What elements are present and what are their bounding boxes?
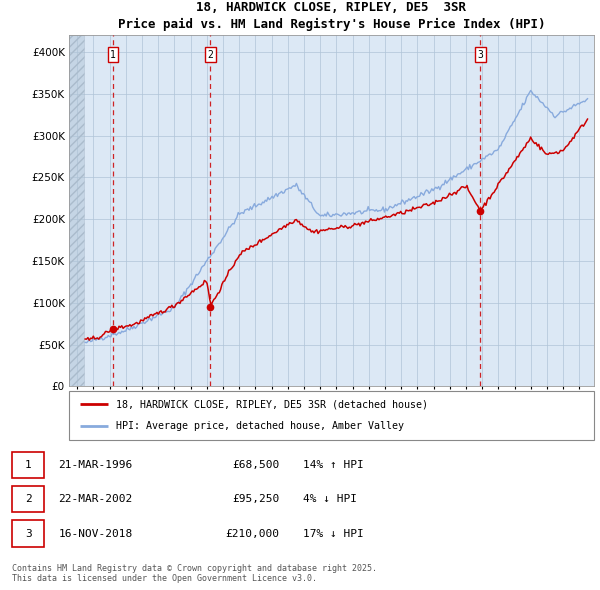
Text: 4% ↓ HPI: 4% ↓ HPI — [303, 494, 357, 504]
Text: 2: 2 — [25, 494, 32, 504]
Text: 18, HARDWICK CLOSE, RIPLEY, DE5 3SR (detached house): 18, HARDWICK CLOSE, RIPLEY, DE5 3SR (det… — [116, 399, 428, 409]
Text: 1: 1 — [25, 460, 32, 470]
FancyBboxPatch shape — [12, 486, 44, 513]
Bar — [69, 35, 84, 386]
FancyBboxPatch shape — [12, 520, 44, 547]
Text: £68,500: £68,500 — [232, 460, 280, 470]
Text: HPI: Average price, detached house, Amber Valley: HPI: Average price, detached house, Ambe… — [116, 421, 404, 431]
FancyBboxPatch shape — [69, 391, 594, 440]
Text: 16-NOV-2018: 16-NOV-2018 — [59, 529, 133, 539]
Text: 14% ↑ HPI: 14% ↑ HPI — [303, 460, 364, 470]
FancyBboxPatch shape — [12, 452, 44, 478]
Text: 21-MAR-1996: 21-MAR-1996 — [59, 460, 133, 470]
Text: 1: 1 — [110, 50, 116, 60]
Title: 18, HARDWICK CLOSE, RIPLEY, DE5  3SR
Price paid vs. HM Land Registry's House Pri: 18, HARDWICK CLOSE, RIPLEY, DE5 3SR Pric… — [118, 1, 545, 31]
Text: 3: 3 — [478, 50, 483, 60]
Text: £95,250: £95,250 — [232, 494, 280, 504]
Text: Contains HM Land Registry data © Crown copyright and database right 2025.
This d: Contains HM Land Registry data © Crown c… — [12, 563, 377, 583]
Text: 17% ↓ HPI: 17% ↓ HPI — [303, 529, 364, 539]
Text: 3: 3 — [25, 529, 32, 539]
Text: 22-MAR-2002: 22-MAR-2002 — [59, 494, 133, 504]
Text: 2: 2 — [208, 50, 213, 60]
Text: £210,000: £210,000 — [226, 529, 280, 539]
Bar — [69, 35, 84, 386]
